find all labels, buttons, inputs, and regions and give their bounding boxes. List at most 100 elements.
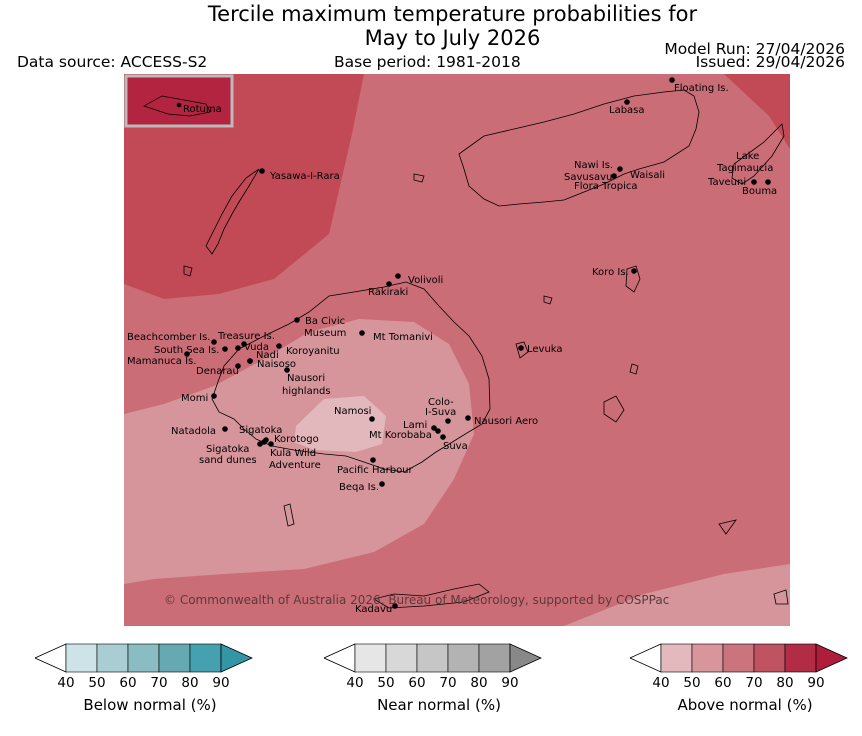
zone-50-60-southeast (564, 564, 790, 626)
sigatoka-sand-dunes-1-marker (257, 441, 263, 447)
colorbar-above-tick: 60 (714, 675, 732, 691)
taveuni-label: Taveuni (707, 177, 746, 188)
map-title-line2: May to July 2026 (364, 26, 541, 50)
colorbar-below-normal: Below normal (%) 40 50 60 70 80 90 (34, 640, 265, 730)
colorbar-above-tick: 90 (807, 675, 825, 691)
map-title-line1: Tercile maximum temperature probabilitie… (207, 2, 698, 26)
pacific-harbour-label: Pacific Harbour (337, 465, 414, 476)
colorbar-above-bin (722, 643, 755, 673)
colorbar-below-min-extend (34, 643, 67, 673)
koro-island (625, 265, 641, 293)
colorbar-above-min-extend (629, 643, 662, 673)
colorbar-near-normal-title: Near normal (%) (377, 696, 501, 714)
denarau-label: Denarau (196, 366, 239, 377)
treasure-is-marker (241, 341, 247, 347)
vanua-levu-coast (458, 89, 700, 207)
floating-is-marker (669, 77, 675, 83)
colorbar-near-bin (447, 643, 480, 673)
colorbar-near-tick: 70 (439, 675, 457, 691)
vuda-marker (235, 345, 241, 351)
colorbar-near-tick: 60 (408, 675, 426, 691)
islet-6 (543, 295, 553, 305)
yasawa-i-rara-label: Yasawa-I-Rara (269, 171, 340, 182)
colorbar-below-tick: 40 (57, 675, 75, 691)
islet-4 (773, 589, 789, 605)
yasawa-chain (205, 168, 260, 255)
pacific-harbour-marker (370, 457, 376, 463)
nausori-highlands-2-label: highlands (282, 386, 331, 397)
natadola-label: Natadola (171, 426, 216, 437)
kadavu-label: Kadavu (355, 604, 392, 615)
mt-korobaba-label: Mt Korobaba (369, 430, 432, 441)
colorbar-below-bin (96, 643, 129, 673)
ba-civic-museum-1-marker (294, 317, 300, 323)
namosi-marker (369, 416, 375, 422)
mamanuca-is-marker (184, 351, 190, 357)
koro-is-label: Koro Is. (592, 267, 629, 278)
colorbar-below-tick: 60 (119, 675, 137, 691)
taveuni-coast (731, 123, 785, 185)
naisoso-label: Naisoso (257, 359, 296, 370)
colorbar-above-normal-title: Above normal (%) (677, 696, 813, 714)
taveuni-marker (751, 179, 757, 185)
natadola-marker (222, 426, 228, 432)
colorbar-near-max-extend (509, 643, 542, 673)
suva-label: Suva (443, 441, 468, 452)
rakiraki-marker (386, 281, 392, 287)
nawi-is-label: Nawi Is. (574, 160, 613, 171)
colorbar-near-tick: 80 (470, 675, 488, 691)
viti-levu-coast (211, 281, 491, 473)
zone-70-80-northwest (124, 74, 364, 299)
beachcomber-is-marker (211, 339, 217, 345)
levuka-marker (518, 345, 524, 351)
treasure-is-label: Treasure Is. (217, 331, 275, 342)
colorbar-near-tick: 90 (501, 675, 519, 691)
colorbar-below-tick: 80 (181, 675, 199, 691)
islet-8 (183, 265, 193, 277)
sigatoka-sand-dunes-2-label: sand dunes (199, 455, 257, 466)
korotogo-label: Korotogo (274, 434, 319, 445)
colorbar-below-max-extend (220, 643, 253, 673)
ba-civic-museum-1-label: Ba Civic (305, 316, 345, 327)
lami-label: Lami (403, 420, 427, 431)
beqa-is-marker (379, 481, 385, 487)
colorbar-below-tick: 50 (88, 675, 106, 691)
colorbar-below-tick: 90 (212, 675, 230, 691)
momi-marker (211, 393, 217, 399)
kula-wild-adventure-2-label: Adventure (269, 460, 321, 471)
colorbar-below-bin (189, 643, 222, 673)
nausori-highlands-1-marker (284, 367, 290, 373)
rotuma-inset: Rotuma (124, 74, 234, 128)
colorbar-above-tick: 70 (745, 675, 763, 691)
zone-50-60-central (124, 319, 474, 584)
volivoli-label: Volivoli (408, 275, 443, 286)
mt-tomanivi-marker (359, 330, 365, 336)
colorbar-below-tick: 70 (150, 675, 168, 691)
colorbar-near-bin (354, 643, 387, 673)
colorbar-near-tick: 40 (346, 675, 364, 691)
colorbar-above-max-extend (815, 643, 848, 673)
nausori-aero-marker (465, 415, 471, 421)
colorbar-above-normal: Above normal (%) 40 50 60 70 80 90 (629, 640, 860, 730)
waisali-label: Waisali (630, 170, 665, 181)
naisoso-marker (247, 358, 253, 364)
colorbar-near-bin (478, 643, 511, 673)
labasa-label: Labasa (609, 105, 645, 116)
colorbar-above-bin (753, 643, 786, 673)
levuka-label: Levuka (527, 344, 563, 355)
islet-3 (718, 519, 737, 535)
colorbar-below-normal-title: Below normal (%) (83, 696, 217, 714)
ovalau-island (515, 341, 529, 359)
issued-date: Issued: 29/04/2026 (695, 53, 845, 71)
sigatoka-sand-dunes-1-label: Sigatoka (206, 444, 249, 455)
sigatoka-label: Sigatoka (239, 425, 282, 436)
nausori-aero-label: Nausori Aero (474, 416, 538, 427)
colorbar-below-bin (158, 643, 191, 673)
colorbar-near-bin (416, 643, 449, 673)
colorbar-above-bin (691, 643, 724, 673)
colorbar-above-tick: 80 (776, 675, 794, 691)
colo-i-suva-1-marker (445, 418, 451, 424)
bouma-marker (765, 179, 771, 185)
model-run: Model Run: 27/04/2026 (664, 40, 845, 58)
kula-wild-adventure-1-marker (268, 441, 274, 447)
